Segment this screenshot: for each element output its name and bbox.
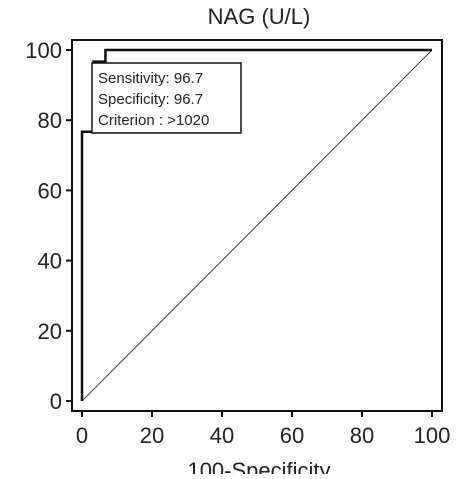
- y-tick-label: 60: [38, 178, 62, 203]
- y-tick-label: 40: [38, 249, 62, 274]
- reference-diagonal-line: [81, 49, 433, 402]
- annotation-text: Sensitivity: 96.7: [98, 70, 203, 87]
- annotation-text: Specificity: 96.7: [98, 91, 203, 108]
- x-tick-label: 0: [76, 423, 88, 448]
- x-tick-label: 20: [140, 423, 164, 448]
- annotation-box: [91, 62, 242, 134]
- y-tick-label: 0: [50, 389, 62, 414]
- x-tick-label: 80: [350, 423, 374, 448]
- y-tick-label: 80: [38, 108, 62, 133]
- chart-title: NAG (U/L): [208, 4, 311, 29]
- y-tick-label: 100: [25, 38, 62, 63]
- x-tick-label: 40: [210, 423, 234, 448]
- annotation-text: Criterion : >1020: [98, 112, 209, 129]
- x-tick-label: 60: [280, 423, 304, 448]
- y-tick-label: 20: [38, 319, 62, 344]
- x-tick-label: 100: [414, 423, 451, 448]
- x-axis-label: 100-Specificity: [187, 458, 330, 474]
- plot-frame: [71, 39, 443, 412]
- roc-curve-line: [80, 48, 432, 401]
